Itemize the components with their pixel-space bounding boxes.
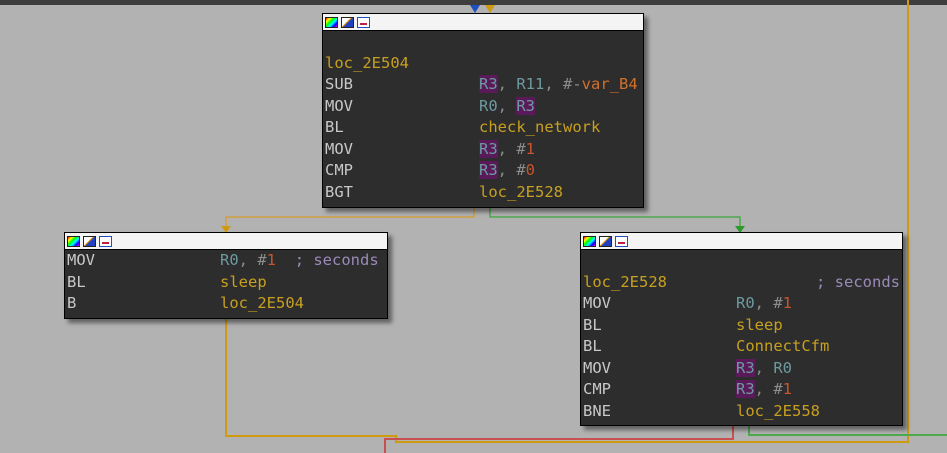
code-block-loc-2E504[interactable]: loc_2E504 SUB R3, R11, #-var_B4 MOV R0, R3… [322, 13, 644, 208]
code-block-loc-2E528[interactable]: loc_2E528; seconds MOV R0, #1 BL sleep BL C… [580, 232, 903, 426]
mnemonic: CMP [583, 380, 611, 398]
code-label: loc_2E504 [323, 53, 643, 75]
mnemonic: BNE [583, 401, 611, 420]
operand[interactable]: R0 [220, 251, 239, 269]
mnemonic: MOV [583, 358, 611, 377]
code-line: CMP R3, #0 [323, 160, 643, 182]
edge-false[interactable] [225, 207, 475, 228]
comment: ; seconds [294, 251, 379, 269]
separator: , [754, 358, 774, 377]
operand[interactable]: R0 [773, 358, 793, 377]
code-line: MOV R0, #1 [581, 293, 902, 315]
separator: , # [754, 294, 783, 312]
color-icon[interactable] [583, 235, 596, 247]
code-line: BNE loc_2E558 [581, 401, 902, 423]
block-header [581, 233, 902, 250]
code-line: MOV R3, R0 [581, 358, 902, 380]
operand[interactable]: R3 [479, 75, 498, 93]
operand[interactable]: var_B4 [581, 75, 638, 93]
pen-icon[interactable] [341, 16, 354, 28]
code-line: BL sleep [65, 272, 387, 294]
code-line: BL ConnectCfm [581, 336, 902, 358]
block-header [65, 233, 387, 250]
operand[interactable]: R3 [736, 358, 755, 377]
separator: , [497, 75, 517, 93]
color-icon[interactable] [325, 16, 338, 28]
separator: , # [497, 161, 526, 179]
edge-red[interactable] [384, 425, 734, 453]
mnemonic: BL [583, 337, 602, 355]
operand[interactable]: 1 [525, 139, 536, 158]
label-text[interactable]: loc_2E504 [325, 53, 409, 72]
operand[interactable]: R3 [479, 139, 498, 158]
operand[interactable]: R3 [516, 96, 536, 115]
separator: , [497, 96, 517, 115]
mnemonic: BL [325, 118, 344, 136]
mnemonic: CMP [325, 161, 353, 179]
color-icon[interactable] [67, 235, 80, 247]
mnemonic: MOV [325, 96, 353, 115]
mnemonic: B [67, 294, 77, 312]
code-line: MOV R0, R3 [323, 96, 643, 118]
code-line: BL sleep [581, 315, 902, 337]
graph-icon[interactable] [615, 235, 628, 247]
graph-icon[interactable] [99, 235, 112, 247]
code-line: BL check_network [323, 117, 643, 139]
code-line: BGT loc_2E528 [323, 182, 643, 204]
pen-icon[interactable] [599, 235, 612, 247]
comment: ; seconds [816, 272, 900, 291]
operand[interactable]: R0 [479, 96, 498, 115]
block-header [323, 14, 643, 31]
edge-green-out[interactable] [748, 425, 947, 436]
code-line: SUB R3, R11, #-var_B4 [323, 74, 643, 96]
mnemonic: MOV [583, 294, 611, 312]
top-bar [0, 0, 947, 5]
operand[interactable]: loc_2E504 [220, 294, 304, 312]
graph-icon[interactable] [357, 16, 370, 28]
operand[interactable]: 0 [525, 161, 536, 179]
code-line: CMP R3, #1 [581, 379, 902, 401]
code-line: MOV R0, #1 ; seconds [65, 250, 387, 272]
operand[interactable]: loc_2E558 [736, 401, 820, 420]
operand[interactable]: 1 [782, 294, 793, 312]
operand[interactable]: loc_2E528 [479, 182, 563, 201]
operand[interactable]: R11 [516, 75, 545, 93]
operand[interactable]: ConnectCfm [736, 337, 830, 355]
code-line: MOV R3, #1 [323, 139, 643, 161]
mnemonic: MOV [67, 251, 95, 269]
operand[interactable]: 1 [782, 380, 793, 398]
separator: , # [497, 139, 526, 158]
separator: , # [238, 251, 267, 269]
pen-icon[interactable] [83, 235, 96, 247]
arrow-entry-orange [485, 5, 495, 13]
arrow-entry-blue [470, 5, 480, 13]
mnemonic: BL [67, 272, 86, 291]
code-label: loc_2E528 ; seconds [581, 272, 902, 294]
operand[interactable]: 1 [266, 251, 277, 269]
arrow-true [735, 226, 745, 233]
operand[interactable]: R3 [479, 161, 498, 179]
label-text[interactable]: loc_2E528 [583, 272, 667, 291]
separator: , # [754, 380, 783, 398]
operand[interactable]: sleep [220, 272, 267, 291]
separator: , #- [544, 75, 582, 93]
mnemonic: SUB [325, 75, 353, 93]
mnemonic: BL [583, 315, 602, 334]
operand[interactable]: check_network [479, 118, 601, 136]
blank-line [323, 31, 643, 53]
operand[interactable]: R0 [736, 294, 755, 312]
arrow-false [221, 226, 231, 233]
blank-line [581, 250, 902, 272]
operand[interactable]: R3 [736, 380, 755, 398]
mnemonic: BGT [325, 182, 353, 201]
operand[interactable]: sleep [736, 315, 783, 334]
mnemonic: MOV [325, 139, 353, 158]
edge-true[interactable] [489, 207, 741, 228]
